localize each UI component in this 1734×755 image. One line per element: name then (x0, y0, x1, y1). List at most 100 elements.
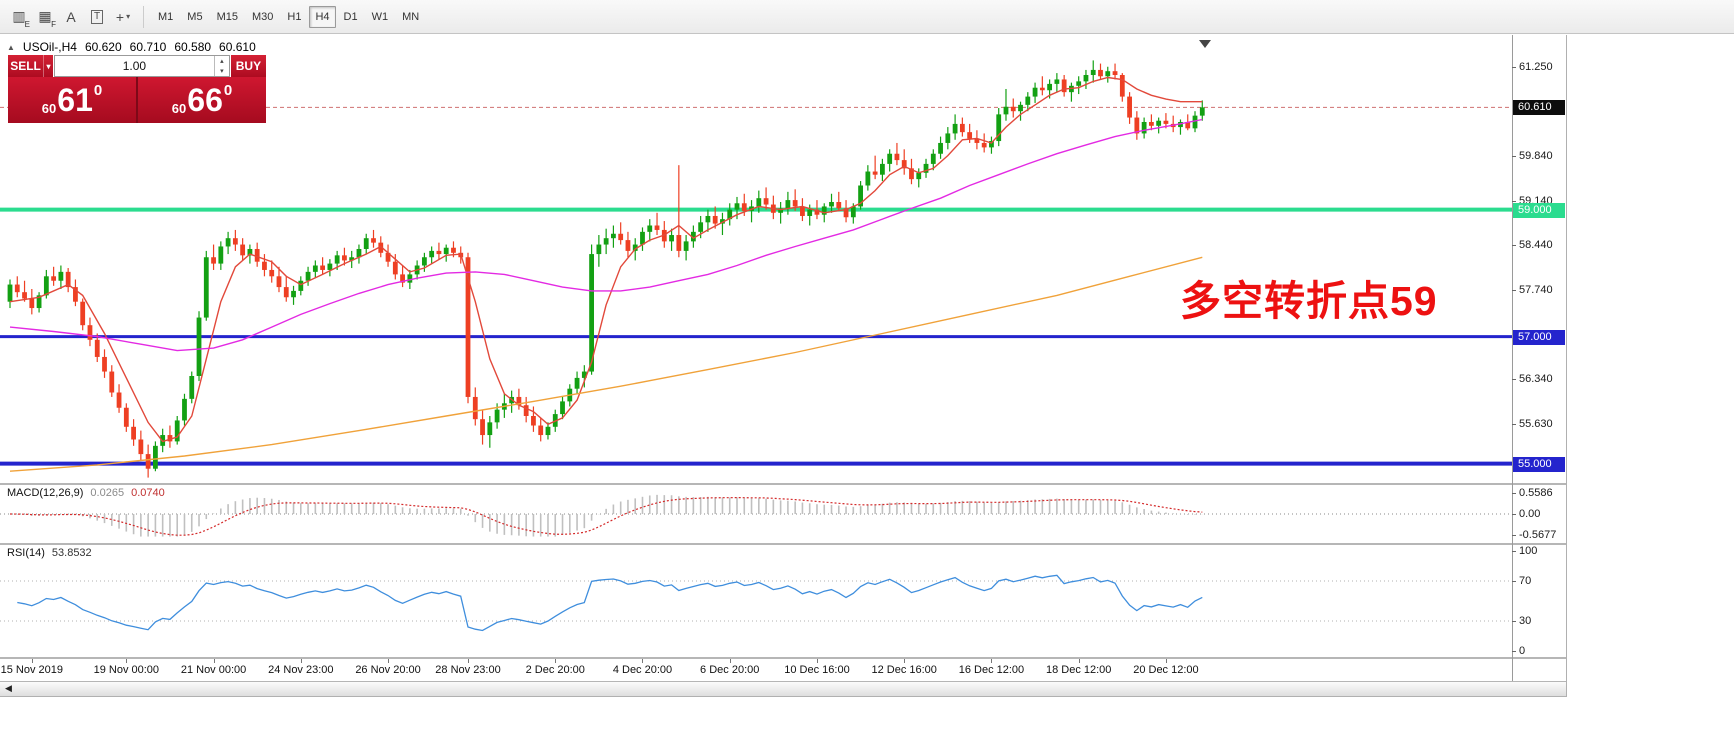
time-tick-mark (213, 659, 215, 663)
price-tick-label: 59.840 (1519, 150, 1553, 163)
macd-label-row: MACD(12,26,9) 0.0265 0.0740 (7, 487, 165, 499)
time-tick-mark (468, 659, 469, 663)
timeframe-button-M30[interactable]: M30 (251, 10, 274, 23)
buy-price-sup: 0 (223, 82, 233, 99)
rsi-tick-mark (1512, 551, 1516, 552)
timeframe-button-W1[interactable]: W1 (371, 10, 389, 23)
time-axis-label: 26 Nov 20:00 (355, 664, 421, 676)
time-axis-label: 28 Nov 23:00 (435, 664, 501, 676)
time-axis-label: 10 Dec 16:00 (784, 664, 850, 676)
rsi-tick-label: 100 (1519, 545, 1538, 557)
price-tick-mark (1512, 378, 1516, 380)
rsi-tick-label: 30 (1519, 615, 1532, 627)
time-axis-label: 16 Dec 12:00 (958, 664, 1025, 676)
time-axis-label: 19 Nov 00:00 (93, 664, 160, 676)
ma-fast-line (9, 76, 1203, 443)
time-axis-label: 18 Dec 12:00 (1045, 664, 1112, 676)
chart-title: USOil-,H4 (22, 40, 77, 54)
time-axis-label: 15 Nov 2019 (0, 664, 63, 676)
ohlc-high: 60.710 (129, 40, 167, 54)
chart-ohlc-header: ▲ USOil-,H4 60.620 60.710 60.580 60.610 (7, 40, 256, 54)
macd-panel-canvas (0, 494, 1512, 537)
text-box-icon[interactable]: T (85, 5, 109, 29)
time-axis[interactable]: 15 Nov 2019 19 Nov 00:00 21 Nov 00:00 24 No… (0, 659, 1512, 681)
timeframe-button-D1[interactable]: D1 (343, 10, 358, 23)
rsi-line (17, 574, 1203, 632)
top-toolbar: ▥ E ▦ F A T + ▾ M1 M5 M15 M30 H1 H4 D1 W1 MN (0, 0, 1734, 34)
price-tick-label: 56.340 (1519, 372, 1553, 385)
ohlc-close: 60.610 (219, 40, 256, 54)
rsi-label: RSI(14) (7, 547, 45, 559)
time-tick-mark (904, 659, 906, 663)
macd-value-1: 0.0265 (90, 487, 125, 499)
collapse-arrow-icon[interactable]: ▲ (7, 42, 15, 52)
timeframe-button-M15[interactable]: M15 (216, 10, 238, 23)
macd-tick-mark (1512, 514, 1516, 515)
rsi-tick-label: 70 (1519, 575, 1532, 587)
price-axis-border (1512, 35, 1513, 681)
time-tick-mark (991, 659, 993, 663)
time-axis-label: 2 Dec 20:00 (525, 664, 585, 676)
price-tick-mark (1512, 289, 1516, 291)
chart-shift-marker (1199, 40, 1211, 48)
time-tick-mark (1165, 659, 1167, 663)
macd-label: MACD(12,26,9) (7, 487, 84, 499)
rsi-value: 53.8532 (51, 547, 92, 559)
timeframe-button-M5[interactable]: M5 (187, 10, 203, 23)
chart-annotation-text[interactable]: 多空转折点59 (1180, 278, 1438, 324)
time-axis-label: 4 Dec 20:00 (612, 664, 673, 676)
text-label-icon[interactable]: A (66, 8, 76, 25)
rsi-panel-canvas (0, 574, 1512, 632)
rsi-tick-label: 0 (1519, 645, 1526, 657)
timeframe-button-M1[interactable]: M1 (158, 10, 174, 23)
volume-up-button[interactable]: ▴ (220, 58, 224, 65)
buy-price-prefix: 60 (171, 101, 187, 116)
time-axis-label: 20 Dec 12:00 (1133, 664, 1199, 676)
price-tick-label: 61.250 (1519, 60, 1553, 73)
crosshair-tool-icon[interactable]: + ▾ (115, 8, 131, 25)
ma-mid-line (9, 118, 1203, 352)
chart-grid-icon[interactable]: ▦ F (38, 8, 56, 29)
scroll-left-icon[interactable]: ◀ (5, 683, 12, 693)
panel-separator[interactable] (0, 483, 1566, 485)
sell-button[interactable]: SELL (8, 55, 44, 77)
macd-tick-label: 0.00 (1519, 508, 1541, 520)
volume-input[interactable] (54, 56, 214, 76)
price-badge: 57.000 (1513, 329, 1565, 345)
buy-button[interactable]: BUY (230, 55, 266, 77)
volume-down-button[interactable]: ▾ (220, 68, 224, 75)
main-chart-canvas (0, 40, 1512, 478)
rsi-tick-mark (1512, 651, 1516, 652)
sell-price[interactable]: 60 61 0 (8, 77, 138, 123)
panel-separator[interactable] (0, 657, 1566, 659)
price-axis[interactable]: 61.250 59.840 59.140 58.440 57.740 56.340 55.6… (1512, 35, 1566, 696)
toolbar-separator (143, 5, 144, 28)
price-tick-mark (1512, 66, 1516, 68)
candlestick-chart-icon[interactable]: ▥ E (12, 8, 30, 29)
time-tick-mark (300, 659, 302, 663)
price-tick-mark (1512, 156, 1516, 158)
time-tick-mark (126, 659, 128, 663)
volume-box: ▴ ▾ (53, 55, 230, 77)
timeframe-button-H4[interactable]: H4 (309, 5, 336, 28)
macd-tick-mark (1512, 535, 1516, 537)
price-tick-label: 57.740 (1519, 283, 1553, 296)
tools-group: ▥ E ▦ F A T + ▾ (6, 5, 136, 29)
rsi-tick-mark (1512, 621, 1516, 622)
macd-histogram (16, 494, 1204, 537)
timeframe-button-MN[interactable]: MN (402, 10, 420, 23)
price-tick-label: 55.630 (1519, 417, 1553, 430)
horizontal-scrollbar[interactable]: ◀ (0, 681, 1566, 696)
timeframe-button-H1[interactable]: H1 (287, 10, 302, 23)
panel-separator[interactable] (0, 543, 1566, 545)
price-tick-mark (1512, 200, 1516, 202)
macd-tick-label: -0.5677 (1519, 529, 1557, 542)
time-tick-mark (642, 659, 644, 663)
time-axis-label: 6 Dec 20:00 (700, 664, 760, 676)
time-tick-mark (816, 659, 818, 663)
buy-price[interactable]: 60 66 0 (138, 77, 266, 123)
dropdown-arrow-icon[interactable]: ▾ (126, 12, 131, 21)
time-axis-label: 24 Nov 23:00 (268, 664, 334, 676)
macd-tick-mark (1512, 492, 1516, 494)
sell-dropdown-arrow-icon[interactable]: ▾ (43, 55, 53, 77)
